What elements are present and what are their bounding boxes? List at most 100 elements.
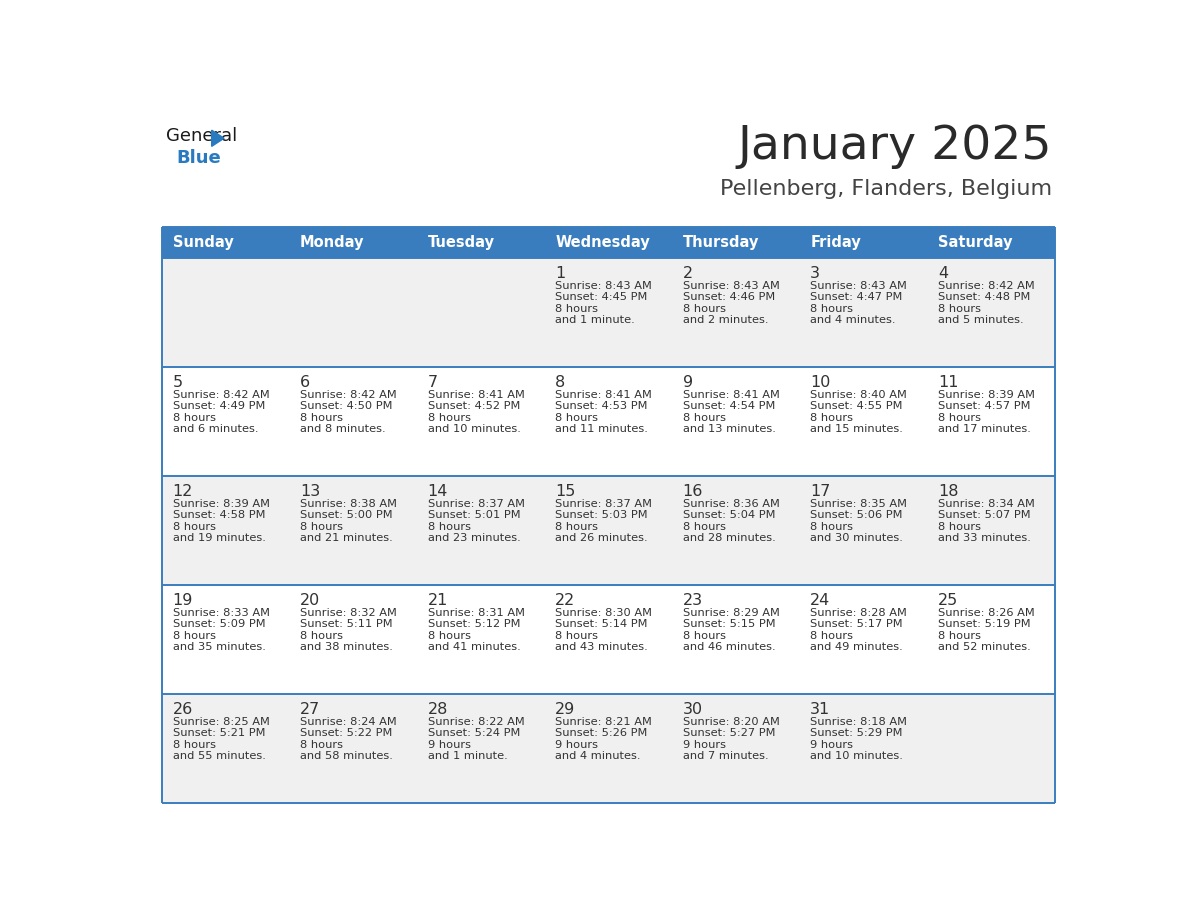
Text: and 19 minutes.: and 19 minutes. xyxy=(172,533,265,543)
Text: Sunset: 4:52 PM: Sunset: 4:52 PM xyxy=(428,401,520,411)
Text: 12: 12 xyxy=(172,484,192,498)
Text: Sunrise: 8:39 AM: Sunrise: 8:39 AM xyxy=(172,498,270,509)
Text: Sunset: 5:21 PM: Sunset: 5:21 PM xyxy=(172,728,265,738)
Text: Sunrise: 8:40 AM: Sunrise: 8:40 AM xyxy=(810,390,908,399)
Text: Sunset: 5:24 PM: Sunset: 5:24 PM xyxy=(428,728,520,738)
Text: Sunset: 5:04 PM: Sunset: 5:04 PM xyxy=(683,510,776,521)
Text: Sunday: Sunday xyxy=(172,235,233,250)
Text: 26: 26 xyxy=(172,702,192,717)
Text: Wednesday: Wednesday xyxy=(555,235,650,250)
Text: 9 hours: 9 hours xyxy=(428,740,470,750)
Text: and 10 minutes.: and 10 minutes. xyxy=(428,424,520,434)
Text: and 30 minutes.: and 30 minutes. xyxy=(810,533,903,543)
Text: Sunset: 4:48 PM: Sunset: 4:48 PM xyxy=(937,292,1030,302)
Text: 5: 5 xyxy=(172,375,183,390)
Text: 8 hours: 8 hours xyxy=(172,631,215,641)
Text: and 52 minutes.: and 52 minutes. xyxy=(937,642,1030,652)
Text: Sunset: 4:57 PM: Sunset: 4:57 PM xyxy=(937,401,1030,411)
Text: 13: 13 xyxy=(301,484,321,498)
Text: Sunrise: 8:38 AM: Sunrise: 8:38 AM xyxy=(301,498,397,509)
Bar xyxy=(163,258,1055,367)
Text: Sunrise: 8:43 AM: Sunrise: 8:43 AM xyxy=(810,281,908,291)
Text: and 1 minute.: and 1 minute. xyxy=(428,751,507,761)
Text: and 4 minutes.: and 4 minutes. xyxy=(555,751,640,761)
Text: Sunrise: 8:28 AM: Sunrise: 8:28 AM xyxy=(810,608,908,618)
Text: and 2 minutes.: and 2 minutes. xyxy=(683,315,769,325)
Text: Sunset: 5:14 PM: Sunset: 5:14 PM xyxy=(555,620,647,629)
Text: Sunset: 5:27 PM: Sunset: 5:27 PM xyxy=(683,728,776,738)
Text: Sunrise: 8:37 AM: Sunrise: 8:37 AM xyxy=(428,498,525,509)
Text: Sunset: 5:00 PM: Sunset: 5:00 PM xyxy=(301,510,393,521)
Text: 8 hours: 8 hours xyxy=(683,631,726,641)
Text: 8 hours: 8 hours xyxy=(810,304,853,314)
Text: Sunrise: 8:30 AM: Sunrise: 8:30 AM xyxy=(555,608,652,618)
Text: and 4 minutes.: and 4 minutes. xyxy=(810,315,896,325)
Text: Sunset: 5:19 PM: Sunset: 5:19 PM xyxy=(937,620,1030,629)
Text: and 49 minutes.: and 49 minutes. xyxy=(810,642,903,652)
Bar xyxy=(290,227,417,258)
Text: 20: 20 xyxy=(301,593,321,608)
Text: 22: 22 xyxy=(555,593,575,608)
Text: 8 hours: 8 hours xyxy=(810,412,853,422)
Text: and 55 minutes.: and 55 minutes. xyxy=(172,751,265,761)
Text: Sunset: 5:12 PM: Sunset: 5:12 PM xyxy=(428,620,520,629)
Text: 29: 29 xyxy=(555,702,575,717)
Text: 28: 28 xyxy=(428,702,448,717)
Bar xyxy=(163,694,1055,803)
Text: 8: 8 xyxy=(555,375,565,390)
Text: Sunrise: 8:22 AM: Sunrise: 8:22 AM xyxy=(428,717,524,727)
Text: Sunset: 5:06 PM: Sunset: 5:06 PM xyxy=(810,510,903,521)
Text: 8 hours: 8 hours xyxy=(683,521,726,532)
Text: Tuesday: Tuesday xyxy=(428,235,494,250)
Text: and 17 minutes.: and 17 minutes. xyxy=(937,424,1031,434)
Bar xyxy=(163,585,1055,694)
Text: 2: 2 xyxy=(683,265,693,281)
Text: 8 hours: 8 hours xyxy=(937,521,981,532)
Text: Sunrise: 8:34 AM: Sunrise: 8:34 AM xyxy=(937,498,1035,509)
Text: 8 hours: 8 hours xyxy=(555,521,598,532)
Text: Sunrise: 8:18 AM: Sunrise: 8:18 AM xyxy=(810,717,908,727)
Text: Sunset: 5:15 PM: Sunset: 5:15 PM xyxy=(683,620,776,629)
Text: 16: 16 xyxy=(683,484,703,498)
Text: 1: 1 xyxy=(555,265,565,281)
Text: 8 hours: 8 hours xyxy=(172,412,215,422)
Text: Sunrise: 8:29 AM: Sunrise: 8:29 AM xyxy=(683,608,779,618)
Text: Sunrise: 8:41 AM: Sunrise: 8:41 AM xyxy=(683,390,779,399)
Text: 8 hours: 8 hours xyxy=(810,521,853,532)
Bar xyxy=(163,367,1055,476)
Text: 8 hours: 8 hours xyxy=(683,304,726,314)
Text: 25: 25 xyxy=(937,593,958,608)
Text: Sunset: 4:45 PM: Sunset: 4:45 PM xyxy=(555,292,647,302)
Text: Sunset: 4:50 PM: Sunset: 4:50 PM xyxy=(301,401,392,411)
Bar xyxy=(672,227,801,258)
Text: Sunset: 5:26 PM: Sunset: 5:26 PM xyxy=(555,728,647,738)
Text: 8 hours: 8 hours xyxy=(172,740,215,750)
Bar xyxy=(801,227,928,258)
Text: 8 hours: 8 hours xyxy=(172,521,215,532)
Text: 10: 10 xyxy=(810,375,830,390)
Text: and 33 minutes.: and 33 minutes. xyxy=(937,533,1031,543)
Text: Sunrise: 8:39 AM: Sunrise: 8:39 AM xyxy=(937,390,1035,399)
Text: Pellenberg, Flanders, Belgium: Pellenberg, Flanders, Belgium xyxy=(720,179,1053,199)
Text: Sunrise: 8:32 AM: Sunrise: 8:32 AM xyxy=(301,608,397,618)
Text: Sunrise: 8:31 AM: Sunrise: 8:31 AM xyxy=(428,608,525,618)
Text: and 58 minutes.: and 58 minutes. xyxy=(301,751,393,761)
Text: and 10 minutes.: and 10 minutes. xyxy=(810,751,903,761)
Text: Sunset: 5:11 PM: Sunset: 5:11 PM xyxy=(301,620,393,629)
Text: and 23 minutes.: and 23 minutes. xyxy=(428,533,520,543)
Bar xyxy=(163,476,1055,585)
Bar xyxy=(417,227,545,258)
Text: Sunrise: 8:41 AM: Sunrise: 8:41 AM xyxy=(555,390,652,399)
Text: 8 hours: 8 hours xyxy=(937,412,981,422)
Text: 8 hours: 8 hours xyxy=(683,412,726,422)
Text: 23: 23 xyxy=(683,593,703,608)
Text: 6: 6 xyxy=(301,375,310,390)
Text: and 28 minutes.: and 28 minutes. xyxy=(683,533,776,543)
Text: Sunrise: 8:26 AM: Sunrise: 8:26 AM xyxy=(937,608,1035,618)
Text: 8 hours: 8 hours xyxy=(937,304,981,314)
Text: 9 hours: 9 hours xyxy=(810,740,853,750)
Text: 30: 30 xyxy=(683,702,703,717)
Text: Sunrise: 8:41 AM: Sunrise: 8:41 AM xyxy=(428,390,524,399)
Text: 17: 17 xyxy=(810,484,830,498)
Text: 4: 4 xyxy=(937,265,948,281)
